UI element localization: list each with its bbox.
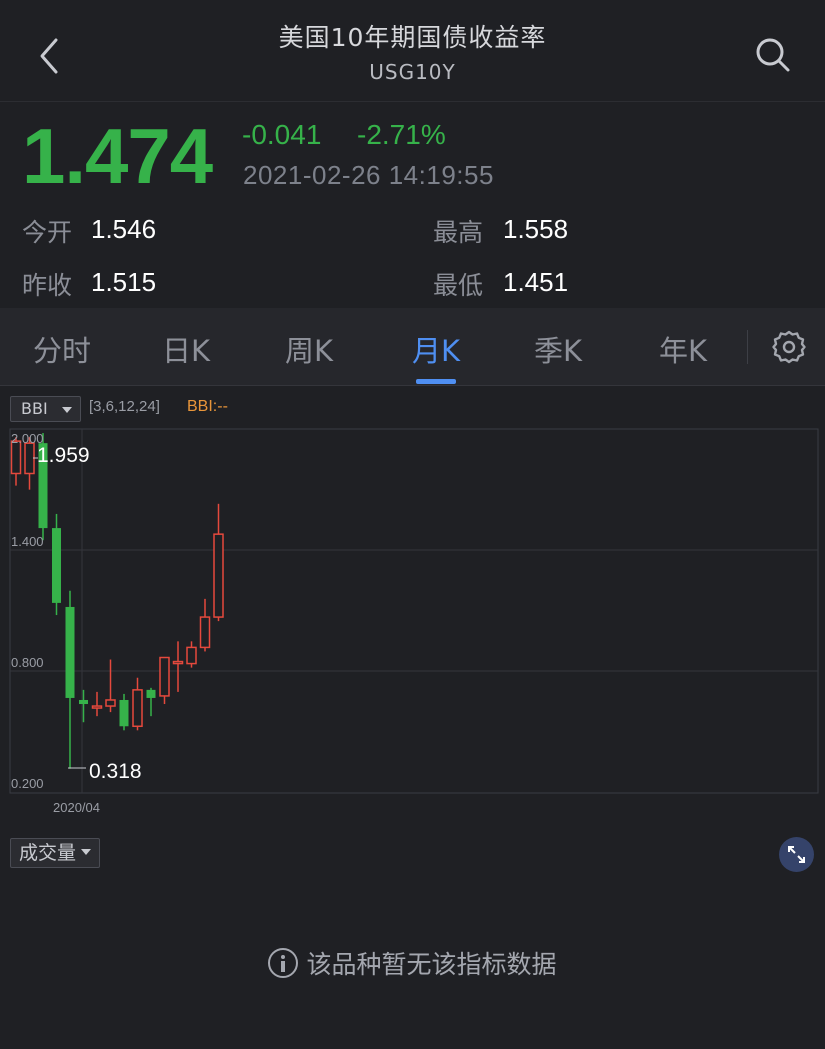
prev-close-label: 昨收	[22, 271, 73, 300]
open-label: 今开	[22, 218, 73, 247]
candle-body	[159, 656, 170, 697]
candle-body	[24, 442, 35, 475]
expand-icon	[788, 846, 805, 863]
candle	[52, 513, 61, 616]
indicator-params: [3,6,12,24]	[89, 398, 160, 415]
caret-down-icon	[81, 849, 91, 855]
candle	[146, 687, 156, 717]
tab-yearly[interactable]: 年K	[659, 334, 708, 368]
info-icon	[268, 948, 299, 978]
indicator-name: BBI	[21, 399, 48, 418]
tab-monthly[interactable]: 月K	[412, 334, 461, 368]
candle-body	[199, 616, 211, 649]
y-tick-label: 1.400	[11, 534, 44, 549]
candle	[79, 689, 88, 723]
candle-body	[52, 528, 61, 603]
low-label: 最低	[433, 271, 484, 300]
candle-body	[213, 533, 224, 618]
candle-body	[105, 699, 116, 707]
max-value-label: 1.959	[37, 444, 90, 467]
tab-weekly[interactable]: 周K	[285, 334, 334, 368]
candles-layer	[10, 433, 224, 769]
open-value: 1.546	[91, 214, 157, 244]
x-tick-label: 2020/04	[53, 800, 100, 815]
price-change: -0.041	[242, 119, 322, 150]
indicator-value: BBI:--	[187, 398, 228, 415]
candle	[172, 641, 184, 692]
candle	[132, 677, 143, 731]
candle-body	[65, 606, 75, 698]
gear-icon	[772, 330, 806, 364]
candle	[186, 641, 197, 668]
candle	[38, 433, 48, 541]
candle-body	[91, 705, 103, 709]
candle	[65, 590, 75, 769]
candle-body	[38, 443, 48, 529]
chart-frame	[9, 428, 819, 794]
volume-select-label: 成交量	[19, 842, 77, 864]
last-price: 1.474	[22, 112, 213, 200]
tab-divider	[747, 330, 748, 364]
prev-close-value: 1.515	[91, 267, 157, 297]
candle	[91, 691, 103, 717]
candle	[10, 437, 22, 486]
candle-body	[186, 646, 197, 665]
top-bar: 美国10年期国债收益率 USG10Y	[0, 0, 825, 102]
tab-quarterly[interactable]: 季K	[534, 334, 583, 368]
search-button[interactable]	[751, 32, 795, 76]
page-title: 美国10年期国债收益率	[278, 23, 547, 52]
back-button[interactable]	[30, 30, 70, 82]
kline-chart-area: 2.000 1.400 0.800 0.200 2020/04 1.959 0.…	[0, 387, 825, 1049]
no-data-text: 该品种暂无该指标数据	[306, 950, 557, 979]
quote-timestamp: 2021-02-26 14:19:55	[243, 160, 494, 190]
candle	[119, 693, 129, 731]
candle	[105, 659, 116, 713]
caret-down-icon	[62, 407, 72, 413]
low-value: 1.451	[503, 267, 569, 297]
search-icon	[756, 38, 790, 72]
high-value: 1.558	[503, 214, 569, 244]
chevron-left-icon	[40, 38, 58, 74]
min-value-label: 0.318	[89, 760, 142, 783]
candle-body	[79, 699, 88, 705]
chart-settings-button[interactable]	[770, 328, 808, 366]
volume-indicator-dropdown[interactable]: 成交量	[10, 838, 100, 868]
symbol-code: USG10Y	[369, 60, 456, 84]
kline-chart[interactable]: 2.000 1.400 0.800 0.200 2020/04 1.959 0.…	[0, 387, 825, 827]
y-tick-label: 2.000	[11, 431, 44, 446]
candle	[213, 503, 224, 622]
candle-body	[132, 689, 143, 728]
candle-body	[146, 689, 156, 698]
y-tick-label: 0.800	[11, 655, 44, 670]
candle-body	[10, 440, 22, 475]
expand-chart-button[interactable]	[779, 837, 814, 872]
active-tab-indicator	[416, 379, 456, 384]
high-label: 最高	[433, 218, 484, 247]
candle-body	[119, 699, 129, 727]
no-data-message: 该品种暂无该指标数据	[0, 945, 825, 981]
candle	[159, 656, 170, 705]
indicator-dropdown[interactable]: BBI	[10, 396, 81, 422]
tab-intraday[interactable]: 分时	[33, 334, 92, 368]
period-tabs: 分时 日K 周K 月K 季K 年K	[0, 308, 825, 386]
candle-body	[172, 660, 184, 665]
y-tick-label: 0.200	[11, 776, 44, 791]
candle	[199, 598, 211, 652]
tab-daily[interactable]: 日K	[162, 334, 211, 368]
quote-panel: 1.474 -0.041 -2.71% 2021-02-26 14:19:55 …	[0, 103, 825, 308]
price-change-percent: -2.71%	[357, 119, 446, 150]
